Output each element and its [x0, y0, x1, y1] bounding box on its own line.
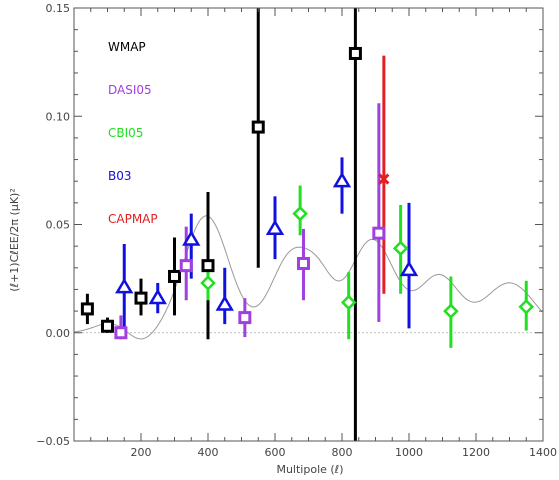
legend-entry-dasi05: DASI05: [108, 83, 152, 97]
legend-entry-cbi05: CBI05: [108, 126, 143, 140]
y-tick-label: −0.05: [36, 435, 70, 448]
marker-layer: [80, 46, 535, 340]
legend: WMAP DASI05 CBI05 B03 CAPMAP: [108, 40, 158, 226]
capmap-point-0: [378, 173, 390, 185]
cbi05-point-5: [518, 299, 535, 315]
wmap-point-3: [168, 269, 181, 283]
wmap-point-2: [134, 291, 148, 305]
dasi05-point-1: [179, 259, 193, 273]
theory-curve-layer: [74, 215, 543, 340]
y-axis-title: (ℓ+1)CℓEE/2π (μK)²: [8, 188, 21, 292]
y-tick-label: 0.00: [46, 327, 71, 340]
legend-entry-capmap: CAPMAP: [108, 212, 158, 226]
cbi05-point-2: [340, 294, 357, 311]
x-tick-label: 600: [265, 446, 286, 459]
x-tick-label: 800: [332, 446, 353, 459]
theory-curve: [74, 215, 543, 340]
wmap-point-6: [348, 46, 362, 60]
legend-entry-wmap: WMAP: [108, 40, 146, 54]
dasi05-point-0: [114, 326, 128, 340]
cbi05-point-4: [443, 303, 459, 319]
b03-point-0: [115, 277, 134, 294]
y-tick-label: 0.15: [46, 2, 71, 15]
x-tick-label: 200: [131, 446, 152, 459]
b03-point-2: [182, 230, 201, 246]
b03-point-1: [148, 288, 167, 305]
b03-point-5: [332, 171, 352, 188]
wmap-point-5: [251, 120, 265, 134]
cbi05-point-3: [392, 240, 409, 257]
wmap-point-1: [101, 319, 114, 333]
x-tick-label: 1000: [395, 446, 423, 459]
b03-point-3: [215, 295, 234, 311]
wmap-point-0: [80, 302, 94, 316]
dasi05-point-4: [372, 226, 386, 240]
b03-point-6: [399, 260, 419, 277]
x-axis-title: Multipole (ℓ): [276, 463, 343, 476]
y-tick-label: 0.10: [46, 110, 71, 123]
x-tick-label: 400: [198, 446, 219, 459]
x-tick-label: 1200: [462, 446, 490, 459]
legend-entry-b03: B03: [108, 169, 132, 183]
y-tick-label: 0.05: [46, 219, 71, 232]
wmap-point-4: [201, 259, 215, 273]
dasi05-point-3: [296, 256, 310, 270]
axis-ticks: 200 400 600 800 1000 1200 1400 −0.05 0.00 0.05 0.1…: [36, 2, 557, 459]
cbi05-point-0: [200, 275, 216, 291]
cbi05-point-1: [292, 205, 308, 222]
x-tick-label: 1400: [529, 446, 557, 459]
b03-point-4: [265, 219, 285, 235]
dasi05-point-2: [238, 311, 252, 325]
